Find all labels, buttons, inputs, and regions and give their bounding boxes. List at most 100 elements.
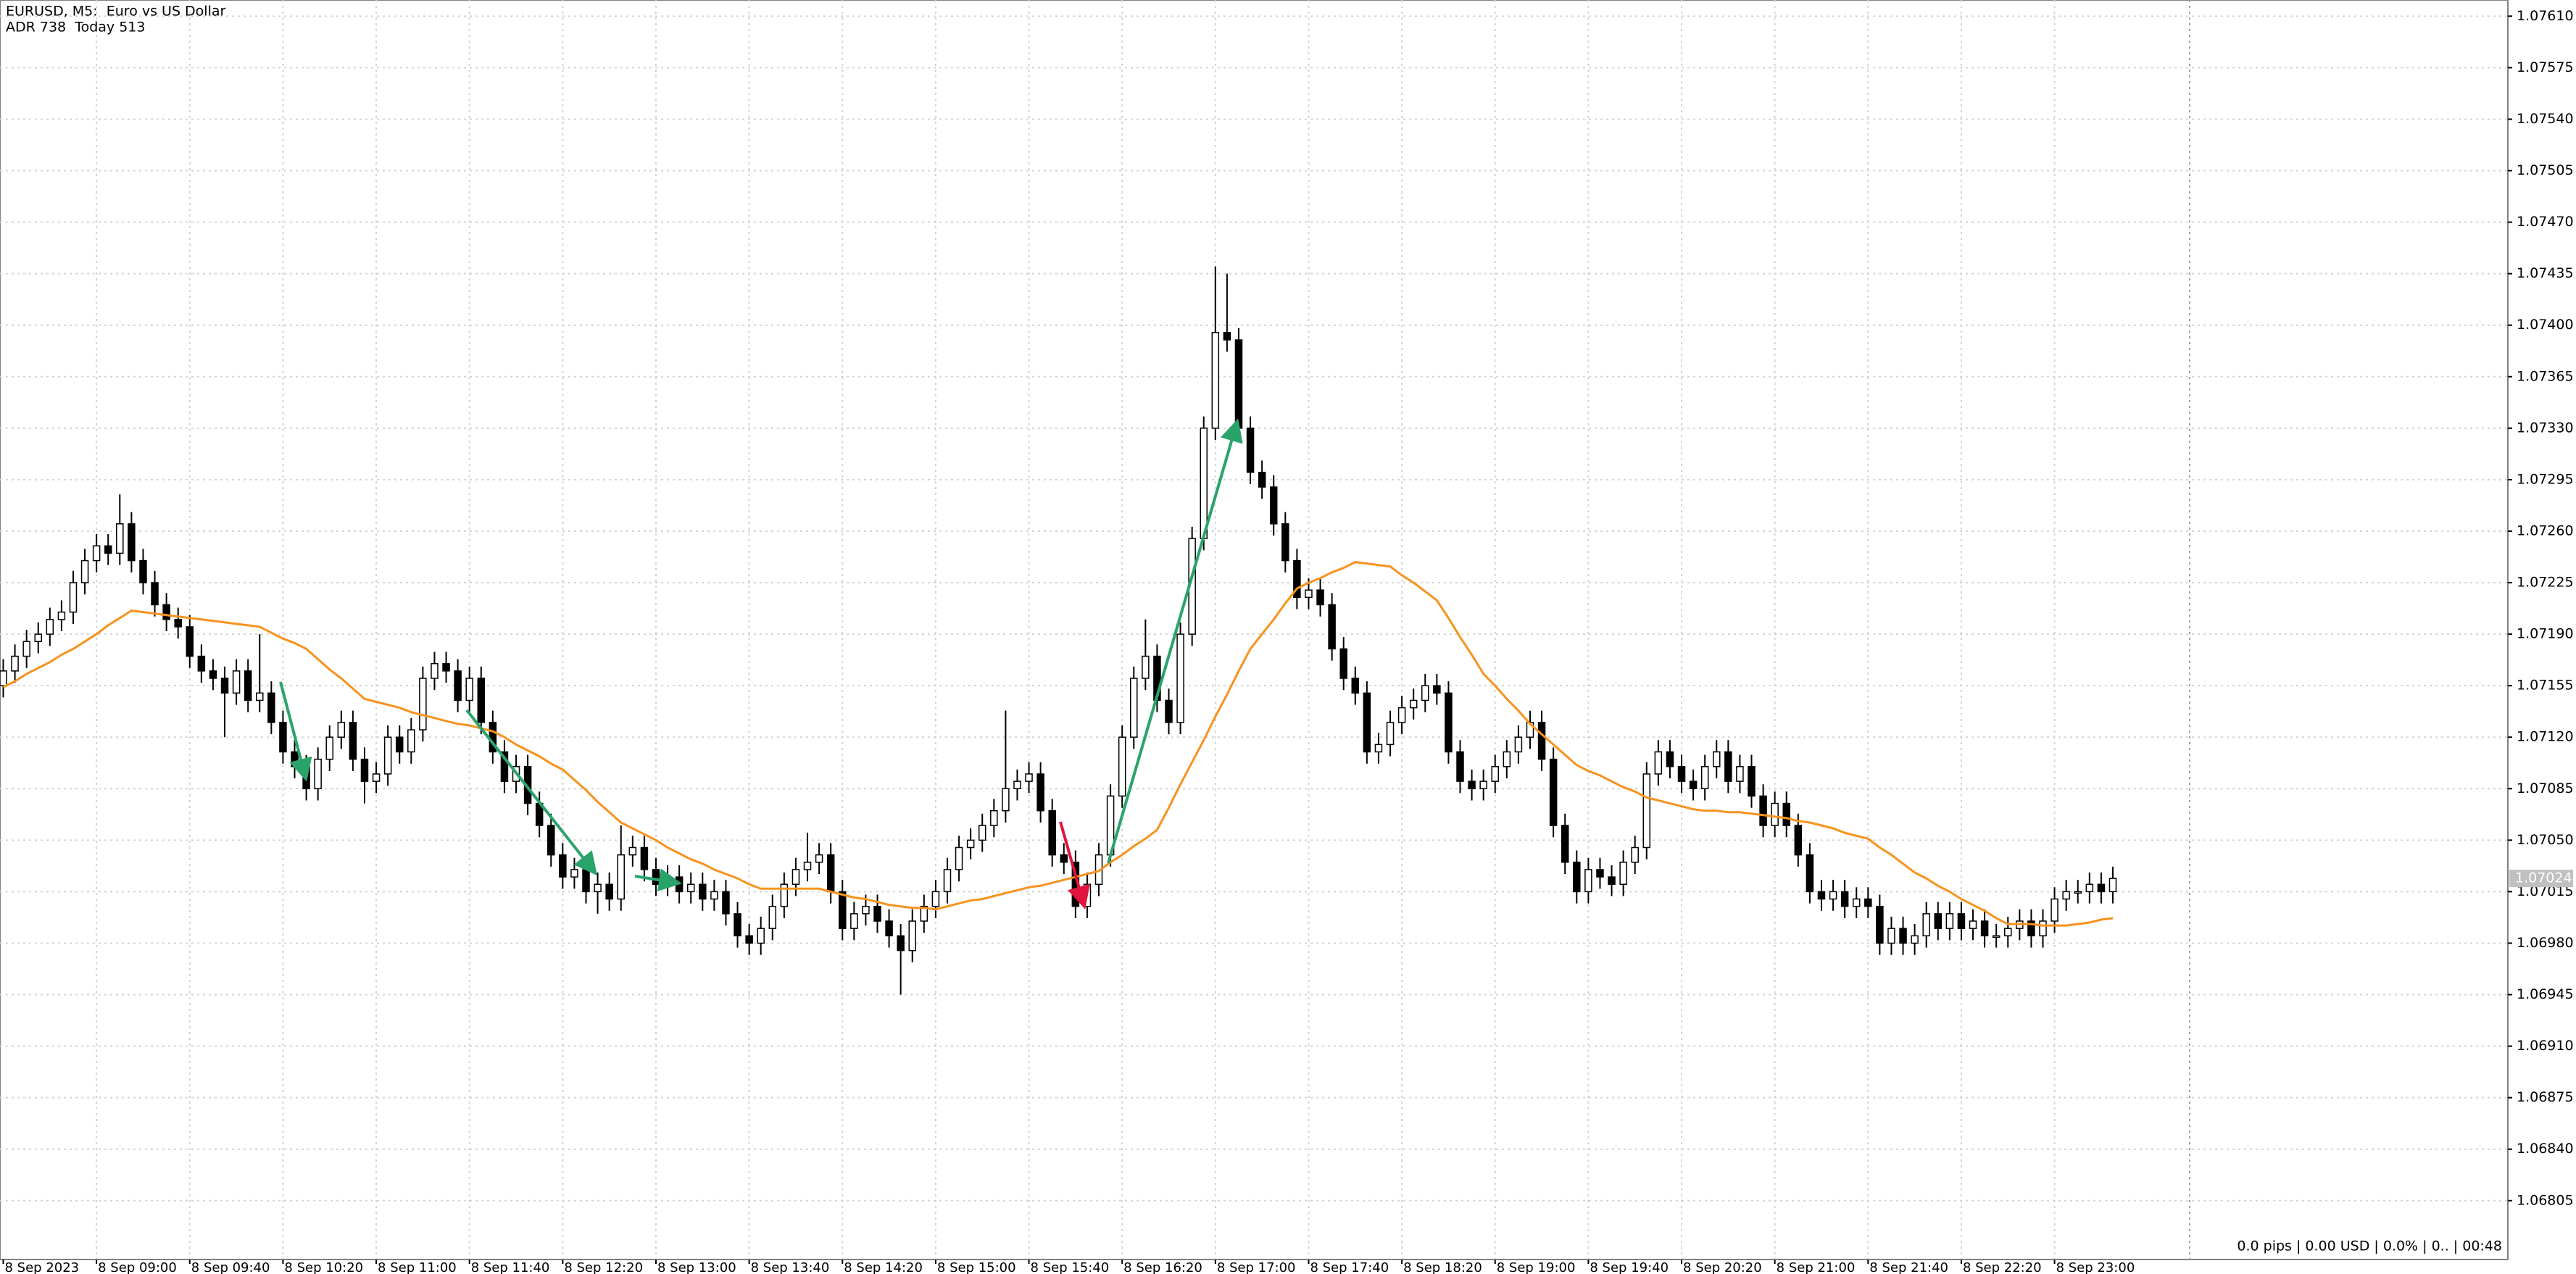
candle-body <box>780 883 789 907</box>
candle-body <box>1980 920 1989 937</box>
x-tick-label: 8 Sep 22:20 <box>1963 1260 2042 1274</box>
candle-body <box>850 913 858 929</box>
x-tick-label: 8 Sep 12:20 <box>564 1260 643 1274</box>
x-tick-label: 8 Sep 15:00 <box>937 1260 1016 1274</box>
candle-body <box>104 545 112 554</box>
candle-body <box>1969 920 1977 929</box>
x-tick-label: 8 Sep 18:20 <box>1403 1260 1482 1274</box>
candle-body <box>2051 898 2058 922</box>
candle-body <box>2108 878 2117 893</box>
candle-body <box>1409 699 1418 709</box>
candle-body <box>244 670 252 701</box>
candle-body <box>1689 780 1698 790</box>
candle-body <box>1654 751 1663 775</box>
candle-body <box>966 839 975 849</box>
y-tick-label: 1.07050 <box>2517 832 2574 848</box>
candle-body <box>209 670 217 679</box>
x-tick-label: 8 Sep 09:40 <box>191 1260 270 1274</box>
candle-body <box>640 846 649 870</box>
candle-body <box>1514 736 1523 753</box>
candle-body <box>1200 428 1208 539</box>
candle-body <box>1339 648 1347 679</box>
candle-body <box>1573 862 1581 893</box>
candle-body <box>1887 928 1895 944</box>
y-tick-label: 1.06875 <box>2517 1089 2574 1105</box>
y-tick-label: 1.07435 <box>2517 265 2574 281</box>
candle-body <box>1584 869 1592 893</box>
candle-body <box>1829 891 1837 900</box>
candle-body <box>325 736 333 760</box>
x-tick-label: 8 Sep 17:00 <box>1217 1260 1296 1274</box>
candle-body <box>1293 559 1301 599</box>
candle-body <box>1736 766 1744 782</box>
y-tick-label: 1.06805 <box>2517 1192 2574 1208</box>
candle-body <box>2097 883 2106 893</box>
candle-body <box>2085 883 2094 893</box>
candle-body <box>57 611 66 620</box>
candle-body <box>792 869 800 886</box>
candle-body <box>1491 766 1499 782</box>
candle-body <box>559 854 567 878</box>
candle-body <box>395 736 404 753</box>
candle-body <box>594 883 602 893</box>
candle-body <box>1269 486 1278 525</box>
candle-body <box>1060 854 1068 863</box>
candle-body <box>2039 920 2047 937</box>
candle-body <box>1479 780 1487 790</box>
y-tick-label: 1.06910 <box>2517 1038 2574 1054</box>
candle-body <box>652 869 660 886</box>
candle-body <box>1748 766 1756 797</box>
x-tick-label: 8 Sep 11:40 <box>471 1260 550 1274</box>
candle-body <box>1876 905 1884 944</box>
y-tick-label: 1.07400 <box>2517 317 2574 333</box>
x-tick-label: 8 Sep 13:40 <box>751 1260 830 1274</box>
candle-body <box>139 559 147 583</box>
candle-body <box>220 678 229 694</box>
y-tick-label: 1.07120 <box>2517 729 2574 745</box>
candle-body <box>1864 898 1872 907</box>
candle-body <box>34 633 42 642</box>
candle-body <box>885 920 893 937</box>
candle-body <box>267 692 275 723</box>
x-tick-label: 8 Sep 17:40 <box>1310 1260 1389 1274</box>
y-tick-label: 1.07190 <box>2517 626 2574 642</box>
candle-body <box>1234 339 1243 429</box>
candle-body <box>92 545 101 562</box>
candle-body <box>1631 846 1639 863</box>
candle-body <box>582 869 590 893</box>
candle-body <box>1223 332 1231 341</box>
candle-body <box>151 582 159 606</box>
labels: 1.07610 1.07575 1.07540 1.07505 1.07470 1.074… <box>2 8 2574 1274</box>
moving-average <box>2 561 2114 927</box>
candle-body <box>699 883 707 900</box>
candle-body <box>431 662 439 679</box>
status-bar: 0.0 pips | 0.00 USD | 0.0% | 0.. | 00:48 <box>2237 1238 2502 1254</box>
candle-body <box>1666 751 1674 767</box>
candle-body <box>1503 751 1511 767</box>
candle-body <box>1421 685 1429 701</box>
candle-body <box>80 559 89 583</box>
y-tick-label: 1.07610 <box>2517 8 2574 24</box>
candle-body <box>197 655 206 672</box>
candle-body <box>465 678 473 701</box>
trade-arrows <box>279 418 1243 909</box>
candle-body <box>710 891 718 900</box>
candle-body <box>1957 913 1966 929</box>
candle-body <box>1771 802 1779 826</box>
x-tick-label: 8 Sep 2023 <box>5 1260 80 1274</box>
candle-body <box>1281 523 1289 562</box>
candle-body <box>1934 913 1943 929</box>
candle-body <box>1700 766 1709 790</box>
candle-body <box>46 619 54 635</box>
candle-body <box>1899 928 1907 944</box>
y-tick-label: 1.07155 <box>2517 678 2574 694</box>
candle-body <box>605 883 613 900</box>
candle-body <box>383 736 392 775</box>
candle-body <box>943 869 952 893</box>
candle-body <box>1806 854 1814 893</box>
candle-body <box>1176 633 1184 723</box>
candle-body <box>1852 898 1861 907</box>
candle-body <box>757 928 765 944</box>
candle-body <box>1142 655 1150 679</box>
